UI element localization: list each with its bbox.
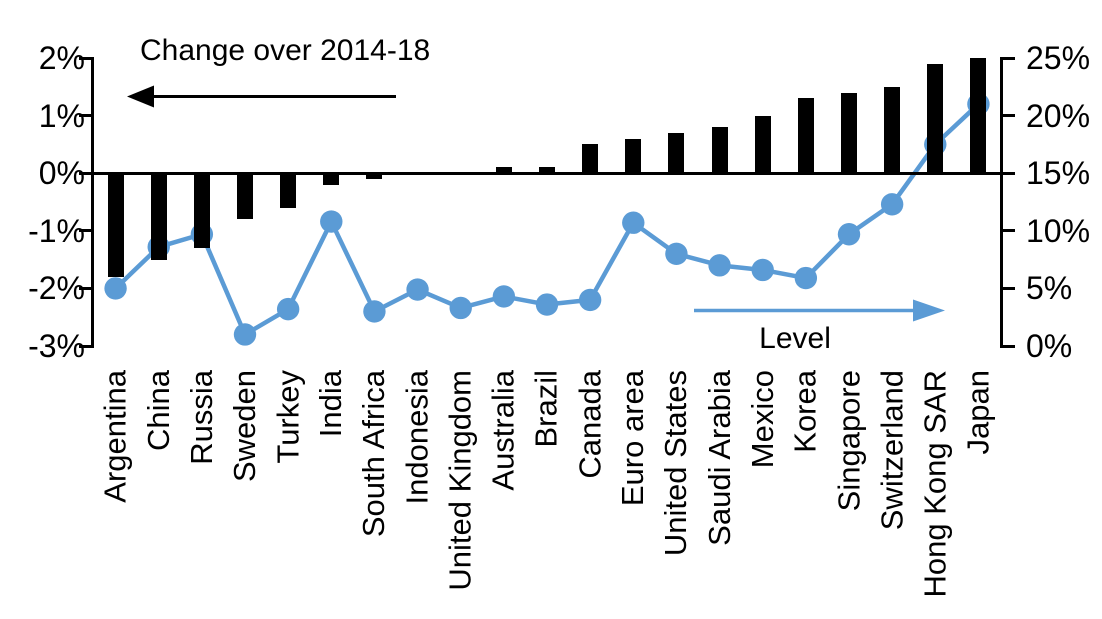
category-label-sweden: Sweden	[227, 370, 262, 483]
category-label-saudi-arabia: Saudi Arabia	[701, 370, 737, 546]
category-label-japan: Japan	[960, 370, 996, 455]
right-axis-tick-label: 5%	[1026, 270, 1073, 307]
category-label-australia: Australia	[485, 370, 521, 491]
left-axis-tick-label: -2%	[28, 270, 85, 307]
left-axis-tick	[79, 229, 91, 233]
category-label-argentina: Argentina	[97, 370, 133, 503]
category-label-korea: Korea	[787, 370, 823, 453]
right-axis-tick	[1003, 114, 1015, 118]
bar-australia	[495, 167, 512, 174]
bar-turkey	[280, 173, 297, 208]
bar-united-states	[668, 132, 685, 174]
left-axis-tick-label: 2%	[38, 40, 85, 76]
right-axis-tick	[1003, 286, 1015, 290]
category-label-united-states: United States	[658, 370, 694, 557]
level-marker-mexico	[751, 258, 774, 282]
bar-saudi-arabia	[711, 127, 728, 174]
category-label-india: India	[313, 370, 349, 438]
right-axis-tick-label: 20%	[1026, 97, 1091, 134]
level-marker-australia	[492, 285, 516, 308]
level-marker-united-kingdom	[449, 296, 472, 320]
bar-hong-kong-sar	[927, 63, 944, 174]
right-axis-tick	[1003, 171, 1015, 175]
category-label-singapore: Singapore	[831, 370, 866, 512]
level-marker-sweden	[233, 323, 257, 346]
bar-singapore	[841, 92, 857, 174]
category-label-united-kingdom: United Kingdom	[442, 370, 478, 591]
left-series-title: Change over 2014-18	[140, 34, 431, 67]
bar-korea	[797, 98, 814, 174]
left-axis-tick	[79, 114, 91, 118]
left-axis-tick	[79, 286, 91, 290]
level-marker-euro-area	[622, 211, 645, 234]
category-label-euro-area: Euro area	[615, 370, 651, 507]
left-axis-tick-label: -1%	[28, 212, 85, 249]
left-axis-tick-label: -3%	[28, 328, 85, 364]
bar-japan	[970, 58, 987, 174]
bar-south-africa	[366, 173, 383, 179]
right-axis-tick	[1003, 229, 1015, 233]
bar-china	[150, 173, 167, 260]
level-marker-singapore	[837, 223, 861, 246]
category-label-turkey: Turkey	[270, 370, 306, 464]
category-label-indonesia: Indonesia	[399, 370, 435, 505]
left-axis-tick-label: 0%	[38, 155, 85, 192]
right-axis-tick-label: 25%	[1026, 40, 1091, 76]
right-axis-tick-label: 0%	[1026, 328, 1073, 364]
bar-russia	[193, 173, 210, 249]
category-label-brazil: Brazil	[529, 370, 564, 448]
left-axis-tick	[79, 344, 91, 348]
bar-india	[323, 173, 340, 185]
right-axis-tick	[1003, 56, 1015, 60]
right-axis-tick	[1003, 344, 1015, 348]
bar-canada	[582, 144, 599, 174]
level-marker-south-africa	[363, 300, 386, 323]
level-marker-argentina	[104, 277, 127, 300]
level-marker-korea	[794, 266, 818, 290]
level-marker-switzerland	[880, 193, 904, 216]
bar-switzerland	[884, 86, 901, 174]
right-series-title: Level	[759, 322, 831, 355]
category-label-mexico: Mexico	[744, 370, 780, 469]
zero-line	[91, 171, 1003, 175]
level-marker-brazil	[535, 293, 559, 316]
level-marker-india	[320, 210, 343, 233]
bar-sweden	[237, 173, 253, 220]
right-axis-line	[1000, 57, 1003, 348]
right-arrow-head-icon	[913, 299, 945, 322]
left-axis-tick	[79, 171, 91, 175]
level-marker-turkey	[276, 297, 300, 321]
category-label-china: China	[140, 370, 176, 451]
bar-euro-area	[625, 138, 642, 174]
left-arrow-head-icon	[127, 85, 154, 108]
bar-argentina	[107, 173, 124, 277]
bar-brazil	[539, 167, 555, 174]
category-label-canada: Canada	[572, 370, 608, 479]
right-axis-tick-label: 10%	[1026, 212, 1091, 249]
category-label-hong-kong-sar: Hong Kong SAR	[917, 370, 953, 598]
category-label-switzerland: Switzerland	[874, 370, 910, 531]
level-marker-united-states	[665, 242, 688, 266]
bar-mexico	[754, 115, 771, 174]
right-axis-tick-label: 15%	[1026, 155, 1091, 192]
left-axis-tick	[79, 56, 91, 60]
left-axis-tick-label: 1%	[38, 97, 85, 134]
level-marker-indonesia	[406, 278, 429, 301]
category-label-russia: Russia	[183, 370, 219, 465]
left-axis-line	[91, 57, 94, 348]
level-marker-saudi-arabia	[708, 254, 731, 277]
category-label-south-africa: South Africa	[356, 370, 392, 538]
level-marker-canada	[578, 288, 602, 312]
